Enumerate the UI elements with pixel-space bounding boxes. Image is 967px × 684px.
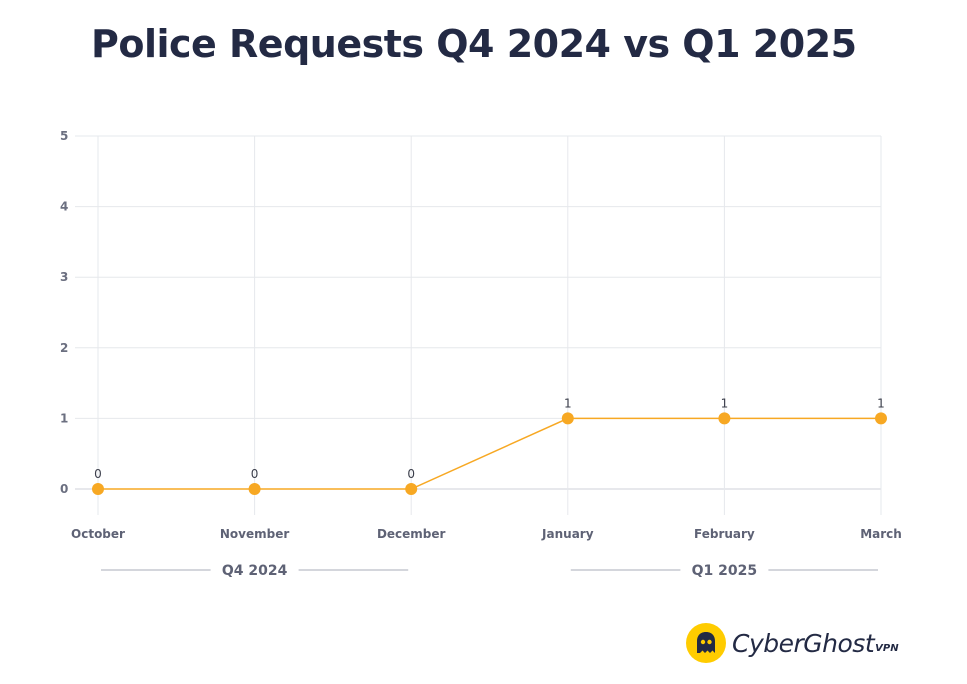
- data-point: [718, 412, 731, 425]
- data-label: 0: [407, 467, 415, 481]
- brand-suffix: VPN: [875, 642, 899, 654]
- data-label: 1: [564, 396, 572, 410]
- quarter-groups: Q4 2024 Q1 2025: [101, 563, 878, 579]
- data-label: 0: [94, 467, 102, 481]
- y-tick-label: 4: [60, 200, 68, 214]
- y-tick-label: 1: [60, 411, 68, 425]
- data-label: 1: [877, 396, 885, 410]
- x-tick-label: March: [860, 527, 902, 541]
- data-point: [561, 412, 574, 425]
- group-label: Q1 2025: [692, 563, 757, 579]
- data-point: [875, 412, 887, 425]
- ghost-icon: [686, 623, 726, 663]
- x-tick-label: January: [541, 527, 594, 541]
- y-tick-label: 0: [60, 482, 68, 496]
- series-path: [98, 417, 881, 490]
- x-axis: October November December January February Ma…: [71, 527, 902, 541]
- brand-logo: CyberGhost VPN: [686, 622, 899, 664]
- data-point: [248, 483, 261, 495]
- data-point: [92, 483, 104, 495]
- y-tick-label: 3: [60, 270, 68, 284]
- chart-title: Police Requests Q4 2024 vs Q1 2025: [91, 22, 857, 66]
- y-tick-label: 5: [60, 129, 68, 143]
- x-tick-label: October: [71, 527, 125, 541]
- x-tick-label: February: [694, 527, 755, 541]
- data-point: [405, 483, 418, 495]
- data-label: 0: [251, 467, 259, 481]
- x-tick-label: December: [377, 527, 446, 541]
- data-label: 1: [721, 396, 729, 410]
- brand-name: CyberGhost: [732, 628, 875, 658]
- x-tick-label: November: [220, 527, 289, 541]
- data-labels: 0 0 0 1 1 1: [94, 396, 885, 481]
- y-axis: 0 1 2 3 4 5: [60, 129, 68, 496]
- data-points: [92, 412, 887, 495]
- line-chart: 0 1 2 3 4 5 October November December January Feb…: [60, 129, 902, 579]
- y-tick-label: 2: [60, 341, 68, 355]
- group-label: Q4 2024: [222, 563, 288, 579]
- series-line: [98, 417, 881, 490]
- grid: [75, 135, 882, 515]
